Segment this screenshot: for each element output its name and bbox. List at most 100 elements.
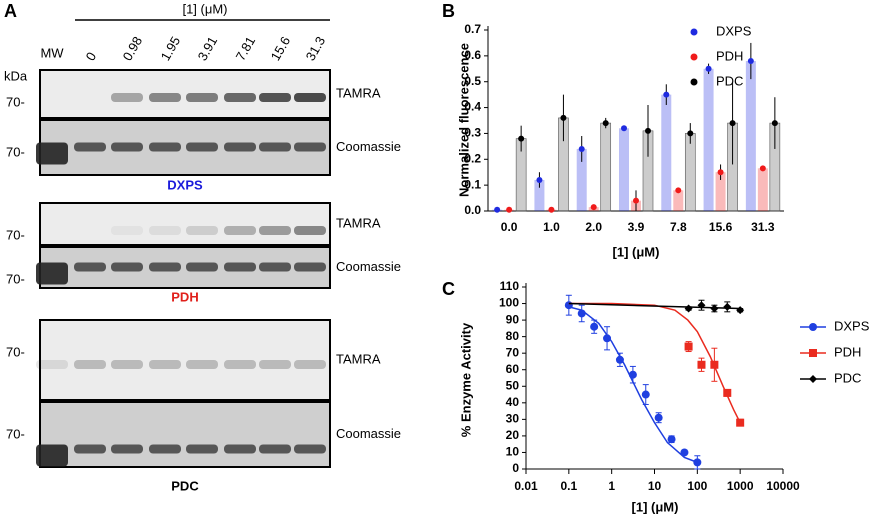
y-tick-label: 70	[506, 345, 520, 359]
y-tick-label: 30	[506, 412, 520, 426]
point	[560, 114, 567, 121]
row-label: TAMRA	[336, 85, 381, 100]
point	[723, 388, 732, 397]
point	[663, 91, 670, 98]
point	[603, 334, 612, 343]
x-tick-label: 0.1	[560, 479, 577, 493]
point	[771, 120, 778, 127]
point	[590, 322, 599, 331]
band	[74, 262, 106, 272]
legend-marker	[809, 323, 817, 331]
point	[645, 127, 651, 134]
band	[149, 360, 181, 369]
y-tick-label: 40	[506, 395, 520, 409]
x-tick-label: 2.0	[585, 220, 602, 234]
y-tick-label: 90	[506, 312, 520, 326]
legend-label: PDH	[834, 344, 861, 359]
point	[729, 120, 736, 127]
x-axis-label: [1] (μM)	[632, 499, 679, 514]
band	[36, 142, 68, 165]
panel-letter: A	[4, 1, 17, 21]
point	[736, 418, 745, 427]
band	[111, 226, 143, 235]
legend-label: DXPS	[834, 318, 870, 333]
point	[578, 145, 585, 152]
point	[615, 355, 624, 364]
band	[186, 444, 218, 454]
point	[710, 360, 719, 369]
marker-label: 70-	[6, 344, 25, 359]
bar	[661, 94, 672, 211]
band	[36, 262, 68, 285]
blot-label: PDC	[171, 478, 199, 493]
marker-label: 70-	[6, 426, 25, 441]
legend-marker	[809, 375, 817, 383]
lane-label: 1.95	[158, 34, 184, 63]
band	[259, 262, 291, 272]
band	[224, 444, 256, 454]
row-label: TAMRA	[336, 351, 381, 366]
point	[705, 65, 712, 72]
band	[259, 444, 291, 454]
legend-label: PDH	[716, 48, 743, 63]
band	[294, 262, 326, 272]
band	[111, 142, 143, 152]
point	[675, 187, 682, 194]
y-axis-label: Normalized fluorescence	[456, 43, 471, 197]
point	[602, 120, 609, 127]
band	[186, 262, 218, 272]
point	[723, 302, 732, 311]
gel-panel: MW 0 0.98 1.95 3.91 7.81 15.6 31.3 70- TAMRA 70- Co…	[6, 34, 401, 494]
point	[736, 306, 745, 315]
band	[294, 93, 326, 102]
x-tick-label: 0.01	[514, 479, 538, 493]
y-tick-label: 110	[500, 279, 520, 293]
legend-marker	[809, 349, 817, 357]
point	[641, 390, 650, 399]
blot-label: PDH	[171, 289, 198, 304]
lane-label: 7.81	[233, 34, 259, 63]
y-tick-label: 100	[499, 296, 519, 310]
band	[224, 262, 256, 272]
band	[224, 93, 256, 102]
row-label: TAMRA	[336, 215, 381, 230]
point	[633, 197, 639, 204]
fit-line	[568, 302, 741, 424]
point	[684, 342, 693, 351]
band	[36, 444, 68, 467]
lane-label: MW	[40, 45, 64, 60]
marker-label: 70-	[6, 271, 25, 286]
x-tick-label: 7.8	[670, 220, 687, 234]
point	[506, 206, 513, 213]
band	[259, 93, 291, 102]
bar	[757, 168, 768, 211]
bar	[534, 179, 545, 211]
bar	[619, 128, 629, 211]
x-tick-label: 0.0	[501, 220, 518, 234]
point	[697, 360, 706, 369]
y-tick-label: 0.0	[464, 203, 481, 217]
point	[654, 413, 663, 422]
legend-label: PDC	[834, 370, 861, 385]
row-label: Coomassie	[336, 259, 401, 274]
x-tick-label: 3.9	[628, 220, 645, 234]
point	[548, 206, 555, 213]
point	[693, 458, 702, 467]
lane-label: 0	[83, 49, 100, 63]
point	[667, 435, 676, 444]
band	[259, 142, 291, 152]
band	[294, 360, 326, 369]
x-axis-label: [1] (μM)	[613, 244, 660, 259]
band	[74, 360, 106, 369]
y-tick-label: 60	[506, 362, 520, 376]
marker-label: 70-	[6, 144, 25, 159]
fit-line	[568, 306, 698, 464]
point	[710, 304, 719, 313]
band	[74, 444, 106, 454]
y-tick-label: 0.7	[464, 22, 481, 36]
y-tick-label: 0.2	[464, 151, 481, 165]
band	[259, 360, 291, 369]
blot	[39, 202, 331, 246]
point	[697, 301, 706, 310]
band	[149, 262, 181, 272]
